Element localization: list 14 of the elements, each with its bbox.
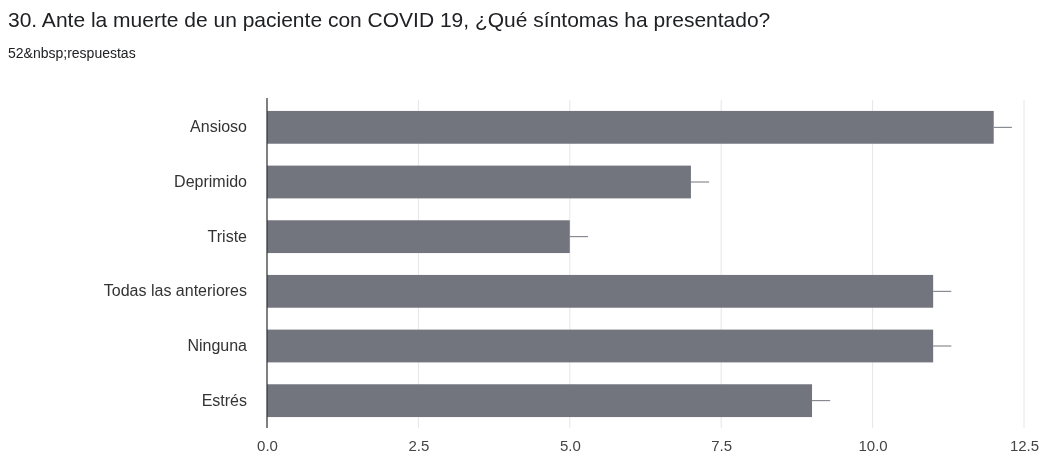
y-tick-label: Triste (207, 227, 248, 245)
x-tick-label: 0.0 (257, 436, 278, 454)
x-tick-label: 7.5 (711, 436, 733, 454)
chart-title: 30. Ante la muerte de un paciente con COVID 19, ¿Qué síntomas ha presentado? (8, 8, 771, 31)
y-tick-label: Todas las anteriores (103, 282, 247, 300)
x-tick-label: 2.5 (408, 436, 430, 454)
x-tick-label: 10.0 (858, 436, 888, 454)
x-tick-label: 5.0 (559, 436, 581, 454)
y-tick-label: Ninguna (187, 337, 248, 355)
text: 52&nbsp;respuestas (8, 45, 136, 61)
x-tick-label: 12.5 (1009, 436, 1040, 454)
y-tick-label: Ansioso (190, 118, 248, 136)
y-tick-label: Deprimido (174, 173, 248, 191)
y-tick-label: Estrés (201, 391, 247, 409)
